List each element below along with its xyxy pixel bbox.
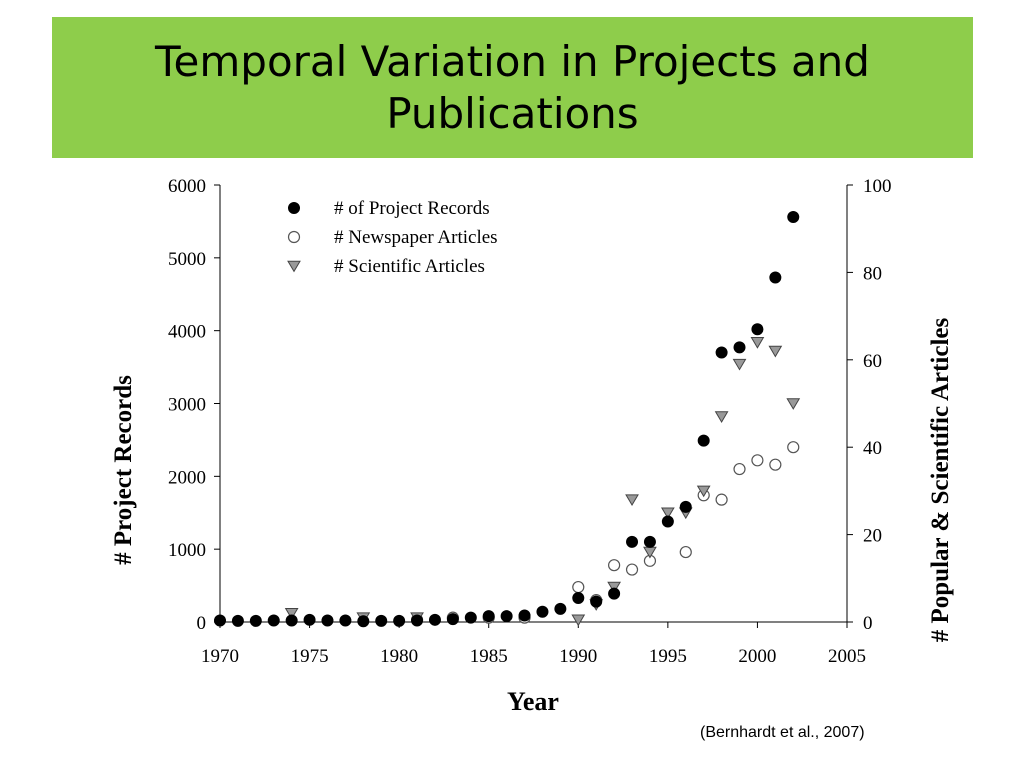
citation: (Bernhardt et al., 2007) [700,724,865,741]
y-tick-label-left: 5000 [168,249,206,270]
project-record-point [751,323,764,336]
project-record-point [303,613,316,626]
y-tick-label-right: 100 [863,176,892,197]
scientific-article-point [571,614,586,627]
project-record-point [608,587,621,600]
scientific-article-point [284,607,299,620]
project-record-point [267,614,280,627]
project-record-point [321,614,334,627]
slide-title: Temporal Variation in Projects and Publi… [155,36,870,138]
scientific-article-point [643,546,657,559]
y-tick-label-left: 1000 [168,540,206,561]
project-record-point [643,535,656,548]
scientific-article-point [750,337,765,349]
legend-label: # Newspaper Articles [334,227,498,248]
chart-legend: # of Project Records # Newspaper Articles… [287,198,498,277]
x-tick-label: 2005 [828,646,866,667]
project-record-point [214,614,226,627]
legend-marker-scientific-article [287,260,301,273]
project-record-point [500,610,513,623]
x-tick-label: 1985 [470,646,508,667]
x-tick-label: 1970 [201,646,239,667]
y-tick-label-left: 0 [197,613,207,634]
project-record-point [249,614,262,627]
legend-marker-project-record [288,202,300,214]
y-tick-label-left: 4000 [168,322,206,343]
project-record-point [375,614,388,627]
scatter-chart: 1970 1975 1980 1985 1990 1995 2000 200501000200… [110,176,954,716]
scientific-article-point [607,581,621,594]
title-bar: Temporal Variation in Projects and Publi… [52,17,973,158]
legend-marker-newspaper-article [287,230,301,244]
y-tick-label-left: 2000 [168,467,206,488]
project-record-point [572,591,585,604]
newspaper-article-point [787,441,800,454]
legend-label: # of Project Records [334,198,490,219]
newspaper-article-point [733,462,746,476]
y-tick-label-right: 20 [863,526,882,547]
y-tick-label-right: 80 [863,263,882,284]
x-tick-label: 1995 [649,646,687,667]
newspaper-article-point [608,559,621,572]
x-tick-label: 1980 [380,646,418,667]
legend-label: # Scientific Articles [334,256,485,277]
project-record-point [393,614,406,627]
project-record-point [769,271,782,284]
project-record-point [446,613,459,626]
project-record-point [536,605,549,618]
scientific-article-point [714,411,729,423]
project-record-point [661,515,674,528]
y-tick-label-left: 3000 [168,395,206,416]
project-record-point [590,595,603,608]
project-record-point [518,609,531,622]
chart-marks [214,211,801,628]
project-record-point [357,615,370,628]
y-tick-label-right: 40 [863,438,882,459]
project-record-point [679,500,692,513]
x-tick-label: 1975 [291,646,329,667]
newspaper-article-point [572,580,585,594]
scientific-article-point [732,358,747,371]
project-record-point [697,434,710,447]
newspaper-article-point [769,458,782,471]
newspaper-article-point [625,563,639,576]
y-tick-label-left: 6000 [168,176,206,197]
scientific-article-point [625,494,639,507]
project-record-point [231,614,244,627]
y-tick-label-right: 0 [863,613,873,634]
project-record-point [339,614,352,627]
project-record-point [787,211,800,224]
scientific-article-point [696,485,711,498]
newspaper-article-point [751,454,764,467]
y-axis-title-right: # Popular & Scientific Articles [927,317,954,642]
x-tick-label: 1990 [559,646,597,667]
scientific-article-point [660,507,675,520]
project-record-point [464,611,477,624]
project-record-point [626,535,639,548]
project-record-point [482,610,495,623]
project-record-point [411,614,424,627]
scientific-article-point [786,398,801,410]
x-tick-label: 2000 [738,646,776,667]
y-tick-label-right: 60 [863,351,882,372]
newspaper-article-point [679,545,692,559]
y-axis-title-left: # Project Records [110,375,137,565]
project-record-point [428,613,441,626]
x-axis-title: Year [507,687,559,716]
scientific-article-point [768,345,783,358]
project-record-point [554,602,567,615]
project-record-point [285,614,298,627]
project-record-point [733,341,746,354]
chart-axes: 1970 1975 1980 1985 1990 1995 2000 200501000200… [168,176,892,667]
newspaper-article-point [715,493,728,506]
project-record-point [715,346,728,359]
